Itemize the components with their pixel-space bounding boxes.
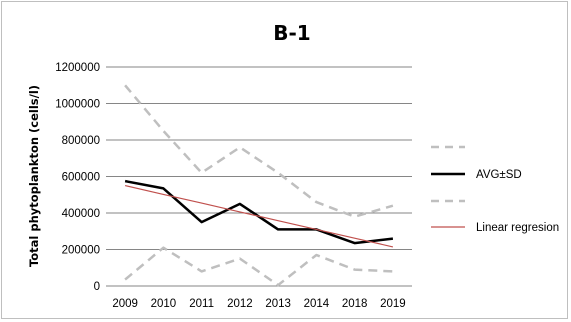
legend-label-regression: Linear regresion [476,222,559,234]
y-tick-label: 400000 [62,208,100,220]
y-tick-label: 0 [94,281,100,293]
x-tick-label: 2010 [151,298,177,310]
x-tick-label: 2009 [112,298,138,310]
legend: AVG±SD Linear regresion [431,145,559,234]
series-line-regression [124,185,394,248]
legend-label-avg: AVG±SD [476,169,522,181]
y-tick-label: 1000000 [55,99,100,111]
x-tick-label: 2014 [304,298,330,310]
chart-title: B-1 [273,21,310,45]
y-tick-labels: 0 200000 400000 600000 800000 1000000 1200000 [55,62,100,293]
series-lines [124,84,394,287]
gridlines [106,66,412,287]
y-tick-label: 600000 [62,172,100,184]
y-tick-label: 800000 [62,135,100,147]
y-tick-label: 200000 [62,245,100,257]
x-tick-label: 2019 [380,298,406,310]
x-tick-label: 2018 [342,298,368,310]
y-axis-label: Total phytoplankton (cells/l) [27,85,41,267]
series-line-avg [124,179,394,245]
x-tick-label: 2011 [189,298,214,310]
series-line-upper [124,84,394,218]
x-tick-label: 2012 [227,298,253,310]
x-tick-label: 2013 [265,298,291,310]
series-line-lower [124,246,393,287]
y-tick-label: 1200000 [55,62,100,74]
x-tick-labels: 2009 2010 2011 2012 2013 2014 2018 2019 [112,298,405,310]
